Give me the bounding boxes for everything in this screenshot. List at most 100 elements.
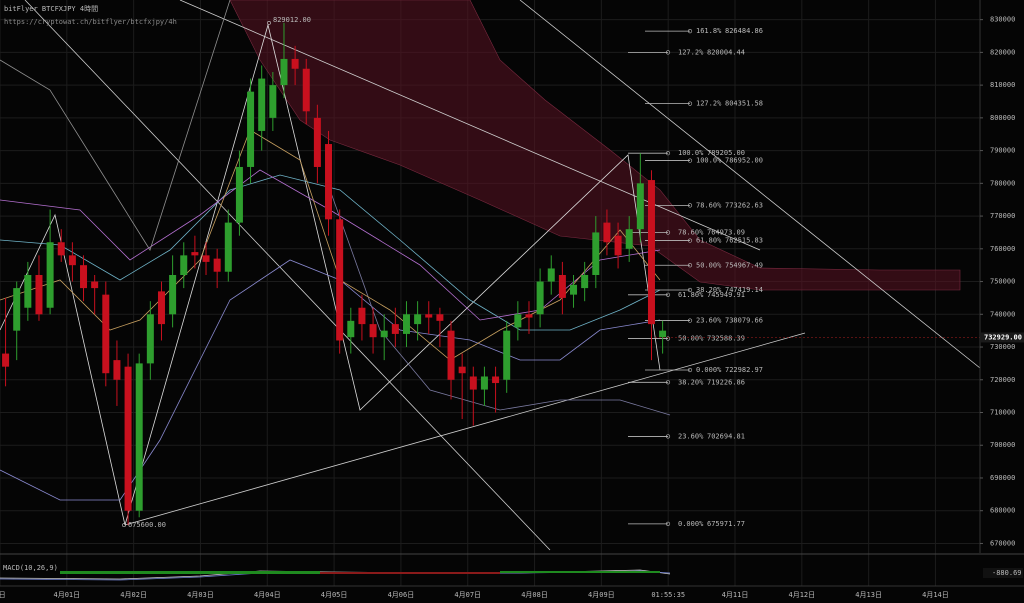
y-tick-label: 680000 bbox=[990, 507, 1015, 515]
x-tick-label: 4月09日 bbox=[588, 591, 615, 599]
extreme-label: 675600.00 bbox=[128, 521, 166, 529]
candle-body bbox=[213, 258, 221, 272]
fib-handle bbox=[665, 292, 671, 297]
candle-body bbox=[124, 366, 132, 511]
candle-body bbox=[592, 232, 600, 275]
x-tick-label: 4月12日 bbox=[788, 591, 815, 599]
fib-handle bbox=[687, 318, 693, 323]
candle-body bbox=[302, 68, 310, 112]
extreme-label: 829012.00 bbox=[273, 16, 311, 24]
chart-title: bitFlyer BTCFXJPY 4時間 bbox=[4, 5, 98, 13]
fib-value: 722982.97 bbox=[725, 366, 763, 374]
fib-handle bbox=[687, 29, 693, 34]
candle-body bbox=[313, 117, 321, 167]
candle-body bbox=[102, 294, 110, 374]
fib-value: 747419.14 bbox=[725, 286, 763, 294]
x-tick-label: 01:55:35 bbox=[651, 591, 685, 599]
candle-body bbox=[146, 314, 154, 364]
x-tick-label: 4月11日 bbox=[722, 591, 749, 599]
fib-handle bbox=[687, 203, 693, 208]
fib-value: 820004.44 bbox=[707, 48, 745, 56]
macd-label: MACD(10,26,9) bbox=[3, 564, 58, 572]
candle-body bbox=[636, 183, 644, 230]
macd-value-bg bbox=[983, 568, 1023, 578]
fib-handle bbox=[665, 151, 671, 156]
y-tick-label: 790000 bbox=[990, 147, 1015, 155]
fib-handle bbox=[665, 434, 671, 439]
candle-body bbox=[492, 376, 500, 384]
fib-level: 38.20% bbox=[696, 286, 722, 294]
candle-body bbox=[447, 330, 455, 380]
candle-body bbox=[402, 314, 410, 334]
x-tick-label: 4月06日 bbox=[388, 591, 415, 599]
fib-level: 161.8% bbox=[696, 27, 722, 35]
candle-body bbox=[659, 330, 667, 338]
macd-histogram bbox=[320, 572, 500, 574]
candle-body bbox=[191, 252, 199, 256]
fib-value: 786952.00 bbox=[725, 157, 763, 165]
fib-value: 675971.77 bbox=[707, 520, 745, 528]
candle-body bbox=[235, 166, 243, 223]
candle-body bbox=[157, 291, 165, 325]
fib-value: 773262.63 bbox=[725, 201, 763, 209]
candle-body bbox=[247, 91, 255, 167]
fib-handle bbox=[687, 101, 693, 106]
candle-body bbox=[425, 314, 433, 318]
candle-body bbox=[603, 222, 611, 243]
y-tick-label: 770000 bbox=[990, 212, 1015, 220]
fib-value: 762515.83 bbox=[725, 237, 763, 245]
fib-level: 50.00% bbox=[696, 261, 722, 269]
candle-body bbox=[480, 376, 488, 390]
y-tick-label: 810000 bbox=[990, 81, 1015, 89]
y-tick-label: 740000 bbox=[990, 310, 1015, 318]
fib-value: 804351.58 bbox=[725, 100, 763, 108]
price-axis: 670000 680000 690000 700000 710000 720000 7300… bbox=[980, 16, 1024, 547]
candle-body bbox=[91, 281, 99, 289]
fib-value: 732588.39 bbox=[707, 335, 745, 343]
fib-level: 61.80% bbox=[696, 237, 722, 245]
candle-body bbox=[46, 242, 54, 308]
candle-body bbox=[57, 242, 65, 256]
fib-level: 23.60% bbox=[696, 317, 722, 325]
y-tick-label: 830000 bbox=[990, 16, 1015, 24]
y-tick-label: 700000 bbox=[990, 441, 1015, 449]
candle-body bbox=[169, 275, 177, 315]
candle-body bbox=[269, 85, 277, 118]
candle-body bbox=[570, 284, 578, 295]
fib-level: 0.000% bbox=[696, 366, 722, 374]
fib-level: 78.60% bbox=[678, 229, 704, 237]
y-tick-label: 780000 bbox=[990, 179, 1015, 187]
candles bbox=[2, 22, 667, 526]
macd-panel: MACD(10,26,9) -880.69 bbox=[0, 564, 1023, 581]
fib-value: 789205.00 bbox=[707, 149, 745, 157]
candle-body bbox=[647, 180, 655, 325]
macd-histogram bbox=[500, 571, 660, 573]
candle-body bbox=[380, 330, 388, 338]
y-tick-label: 760000 bbox=[990, 245, 1015, 253]
fib-level: 38.20% bbox=[678, 378, 704, 386]
fib-value: 745949.91 bbox=[707, 291, 745, 299]
fib-level: 61.80% bbox=[678, 291, 704, 299]
fib-handle bbox=[665, 230, 671, 235]
candle-body bbox=[536, 281, 544, 315]
price-axis-bg bbox=[980, 0, 1024, 553]
fib-level: 23.60% bbox=[678, 432, 704, 440]
fib-value: 719226.86 bbox=[707, 378, 745, 386]
fib-level: 127.2% bbox=[696, 100, 722, 108]
candle-body bbox=[547, 268, 555, 282]
fib-handle bbox=[665, 521, 671, 527]
candle-body bbox=[2, 353, 10, 367]
x-tick-label: 4月03日 bbox=[187, 591, 214, 599]
chart-subtitle: https://cryptowat.ch/bitflyer/btcfxjpy/4… bbox=[4, 18, 177, 26]
macd-value: -880.69 bbox=[992, 569, 1022, 577]
x-tick-label: 4月05日 bbox=[321, 591, 348, 599]
candle-body bbox=[224, 222, 232, 272]
x-tick-label: 4月13日 bbox=[855, 591, 882, 599]
fib-handle bbox=[687, 158, 693, 163]
candle-body bbox=[13, 288, 21, 331]
candle-body bbox=[391, 324, 399, 334]
candle-body bbox=[291, 58, 299, 69]
fib-level: 100.0% bbox=[696, 157, 722, 165]
fib-value: 826484.86 bbox=[725, 27, 763, 35]
